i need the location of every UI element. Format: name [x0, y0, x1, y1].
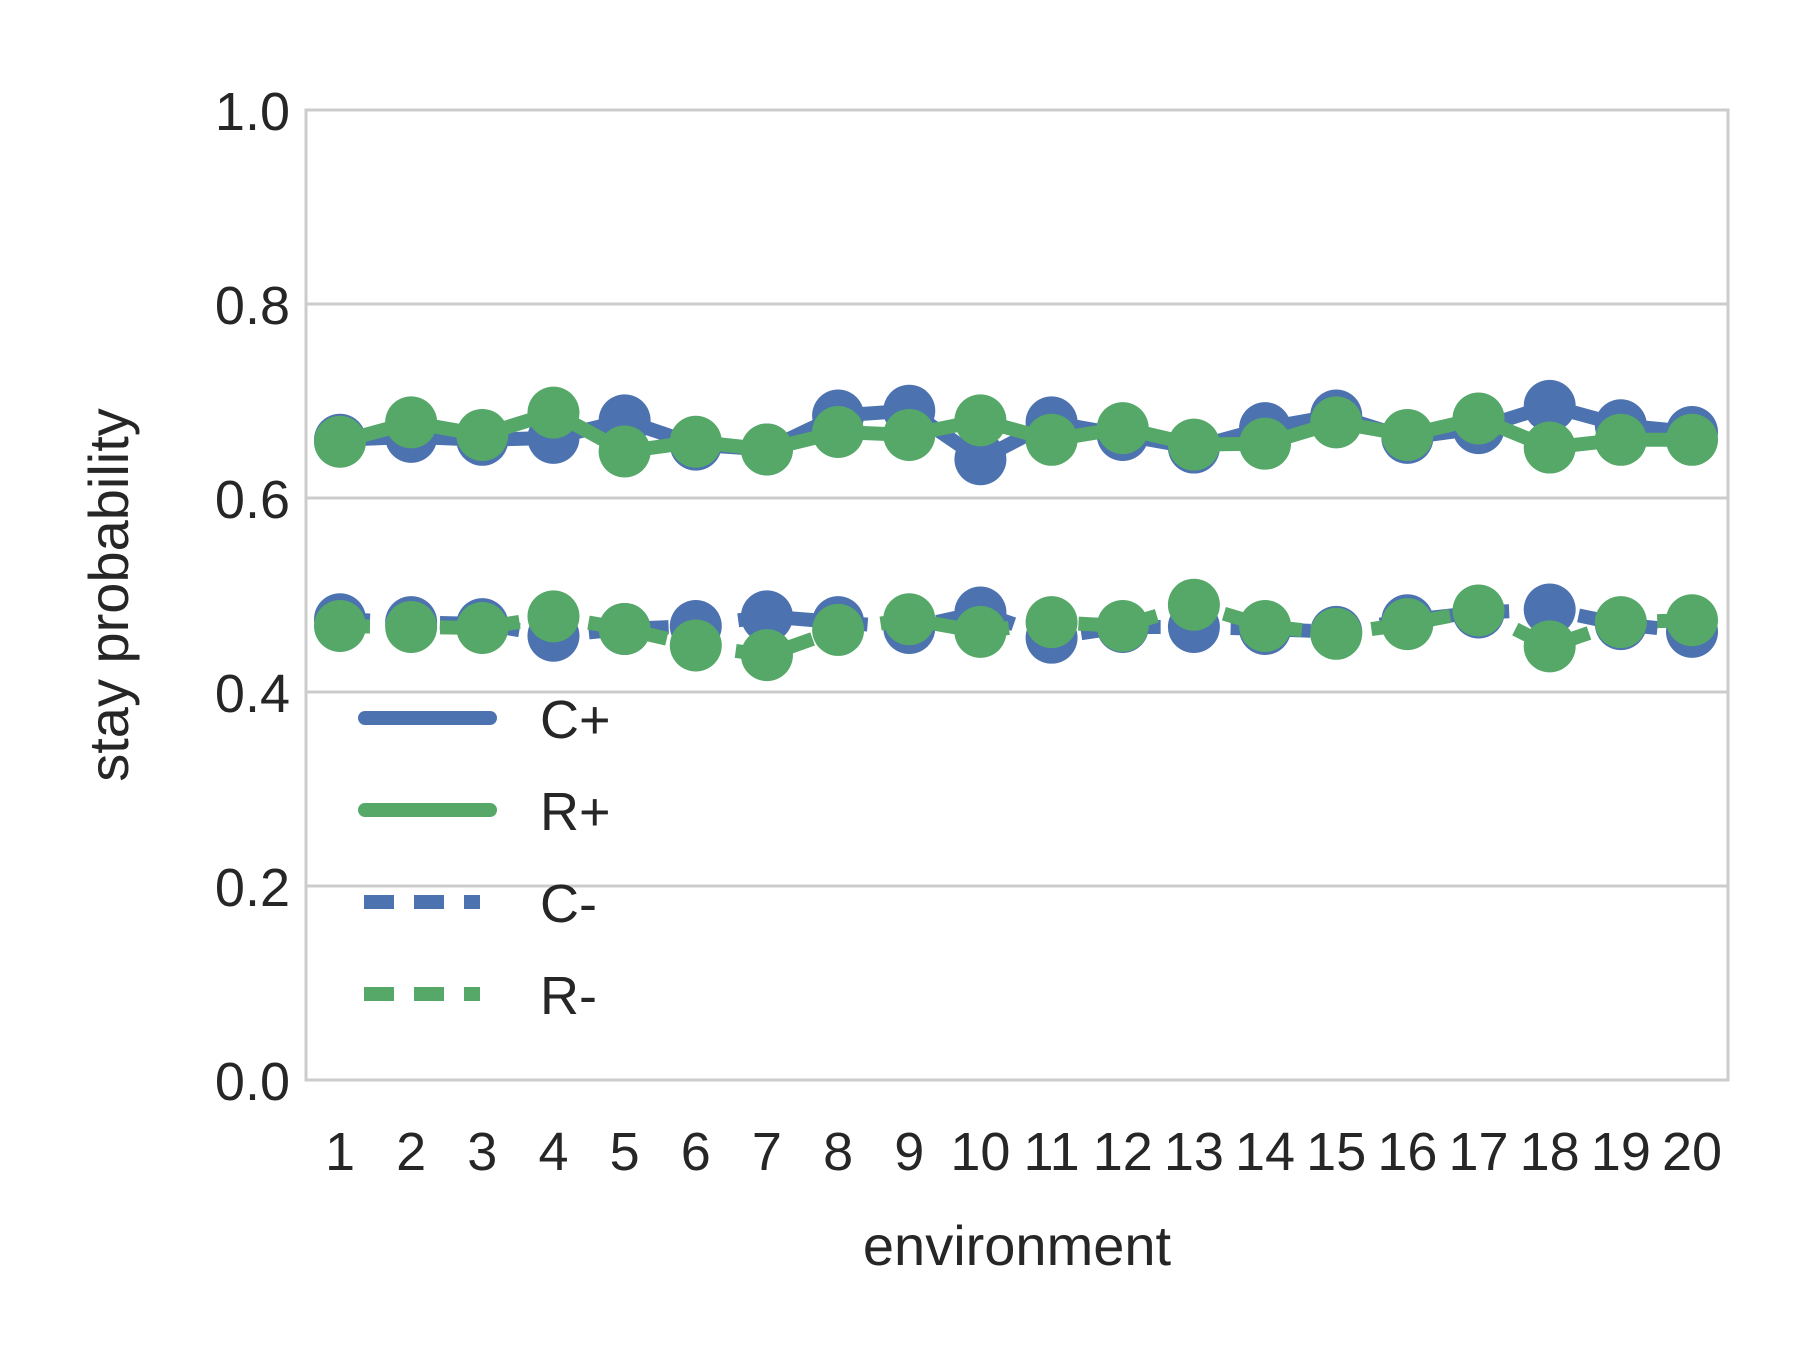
y-tick-label: 0.2	[215, 858, 290, 918]
data-point	[1381, 598, 1434, 651]
x-tick-label: 4	[538, 1122, 568, 1182]
data-point	[1096, 402, 1149, 455]
x-tick-label: 1	[325, 1122, 355, 1182]
x-tick-label: 12	[1093, 1122, 1153, 1182]
series-C-	[314, 583, 1718, 664]
data-point	[1381, 408, 1434, 461]
data-point	[740, 629, 793, 682]
series-R-	[314, 578, 1718, 682]
legend-label: R-	[540, 966, 597, 1026]
data-point	[1523, 379, 1576, 432]
legend-label: R+	[540, 782, 611, 842]
data-point	[812, 603, 865, 656]
data-point	[598, 602, 651, 655]
data-point	[1523, 421, 1576, 474]
y-tick-label: 1.0	[215, 82, 290, 142]
grid	[306, 302, 1728, 888]
series-layer	[314, 379, 1718, 682]
data-point	[456, 408, 509, 461]
series-R+	[314, 386, 1718, 478]
x-tick-label: 6	[681, 1122, 711, 1182]
data-point	[1025, 596, 1078, 649]
data-point	[1167, 418, 1220, 471]
x-tick-label: 18	[1520, 1122, 1580, 1182]
x-tick-label: 15	[1306, 1122, 1366, 1182]
data-point	[812, 406, 865, 459]
x-tick-label: 14	[1235, 1122, 1295, 1182]
data-point	[1666, 594, 1718, 647]
data-point	[1096, 600, 1149, 653]
x-tick-label: 8	[823, 1122, 853, 1182]
data-point	[1594, 413, 1647, 466]
x-tick-label: 17	[1448, 1122, 1508, 1182]
data-point	[1452, 584, 1505, 637]
data-point	[1666, 413, 1718, 466]
data-point	[385, 396, 438, 449]
data-point	[456, 601, 509, 654]
data-point	[1452, 392, 1505, 445]
y-tick-labels: 0.0 0.2 0.4 0.6 0.8 1.0	[215, 82, 290, 1112]
data-point	[1310, 607, 1363, 660]
x-tick-label: 16	[1377, 1122, 1437, 1182]
data-point	[1310, 396, 1363, 449]
data-point	[527, 590, 580, 643]
x-tick-label: 13	[1164, 1122, 1224, 1182]
legend-item: C+	[358, 690, 611, 750]
data-point	[1025, 413, 1078, 466]
x-tick-labels: 1 2 3 4 5 6 7 8 9 10 11 12 13 14 15 16 17 18 19 20	[325, 1122, 1722, 1182]
legend-item: R-	[364, 966, 597, 1026]
y-tick-label: 0.6	[215, 470, 290, 530]
plot-frame	[304, 108, 1730, 1082]
x-tick-label: 11	[1024, 1122, 1080, 1182]
data-point	[954, 433, 1007, 486]
data-point	[883, 408, 936, 461]
data-point	[1167, 578, 1220, 631]
data-point	[883, 593, 936, 646]
data-point	[1239, 600, 1292, 653]
y-tick-label: 0.8	[215, 276, 290, 336]
data-point	[385, 601, 438, 654]
x-tick-label: 3	[467, 1122, 497, 1182]
data-point	[669, 415, 722, 468]
data-point	[954, 605, 1007, 658]
y-tick-label: 0.4	[215, 664, 290, 724]
data-point	[1523, 583, 1576, 636]
legend: C+ R+ C- R-	[358, 690, 611, 1026]
data-point	[1523, 620, 1576, 673]
data-point	[1594, 596, 1647, 649]
data-point	[314, 415, 366, 468]
x-tick-label: 7	[752, 1122, 782, 1182]
x-tick-label: 19	[1591, 1122, 1651, 1182]
data-point	[740, 423, 793, 476]
legend-label: C+	[540, 690, 611, 750]
data-point	[1239, 417, 1292, 470]
x-tick-label: 5	[610, 1122, 640, 1182]
data-point	[527, 386, 580, 439]
data-point	[954, 394, 1007, 447]
y-tick-label: 0.0	[215, 1052, 290, 1112]
legend-label: C-	[540, 874, 597, 934]
x-tick-label: 2	[396, 1122, 426, 1182]
data-point	[669, 619, 722, 672]
data-point	[598, 425, 651, 478]
x-axis-label: environment	[863, 1214, 1172, 1277]
legend-item: R+	[358, 782, 611, 842]
y-axis-label: stay probability	[77, 408, 140, 782]
data-point	[740, 590, 793, 643]
x-tick-label: 9	[894, 1122, 924, 1182]
legend-item: C-	[364, 874, 597, 934]
x-tick-label: 10	[950, 1122, 1010, 1182]
data-point	[314, 600, 366, 653]
x-tick-label: 20	[1662, 1122, 1722, 1182]
